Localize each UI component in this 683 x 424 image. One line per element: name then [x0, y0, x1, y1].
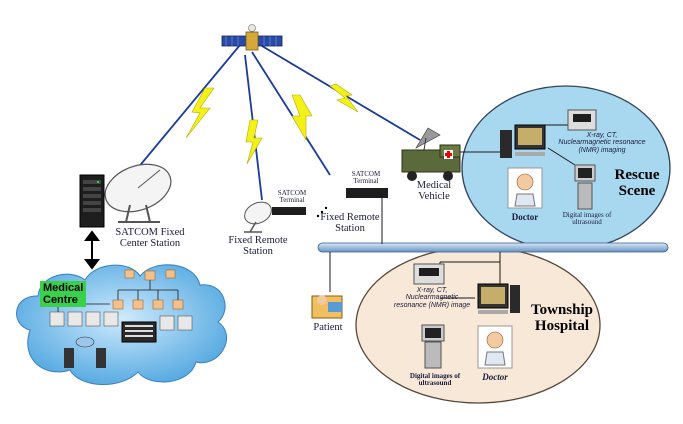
lan-bus [317, 242, 669, 253]
township-xray-label: X-ray, CT, Nuclearmagnetic resonance (NM… [393, 287, 471, 309]
rescue-doctor-icon [507, 167, 543, 209]
medical-vehicle-icon [401, 127, 461, 181]
township-doctor-label: Doctor [482, 372, 508, 382]
rescue-doctor-label: Doctor [511, 212, 539, 222]
rescue-scene-label: Rescue Scene [614, 167, 660, 199]
rescue-xray-label: X-ray, CT, Nuclearmagnetic resonance (NM… [558, 132, 646, 154]
rescue-xray-icon [567, 109, 597, 131]
medical-centre-label: Medical Centre [40, 281, 87, 308]
link-arrow-icon [84, 230, 100, 270]
township-xray-icon [413, 263, 445, 285]
satcom-terminal-label-1: SATCOM Terminal [277, 189, 307, 205]
satcom-fixed-center-label: SATCOM Fixed Center Station [115, 227, 185, 250]
rescue-ultrasound-icon [574, 164, 596, 210]
rescue-ultrasound-label: Digital images of ultrasound [562, 211, 612, 227]
remote-dish-icon-2 [316, 188, 388, 218]
satellite-dish-icon [104, 163, 172, 223]
remote-dish-icon-1 [244, 201, 306, 233]
satellite-icon [221, 24, 283, 51]
township-hospital-label: Township Hospital [531, 302, 593, 334]
township-ultrasound-icon [421, 324, 445, 369]
fixed-remote-station-label-2: Fixed Remote Station [320, 212, 380, 235]
township-doctor-icon [477, 325, 513, 369]
patient-label: Patient [313, 322, 343, 333]
rescue-computer-icon [500, 124, 546, 158]
township-computer-icon [477, 283, 520, 314]
server-rack-icon [79, 174, 105, 228]
signal-bolts [185, 83, 359, 165]
medical-vehicle-label: Medical Vehicle [416, 180, 452, 203]
patient-icon [311, 295, 343, 319]
satcom-terminal-label-2: SATCOM Terminal [351, 170, 381, 186]
fixed-remote-station-label-1: Fixed Remote Station [228, 235, 288, 258]
township-ultrasound-label: Digital images of ultrasound [409, 372, 461, 388]
